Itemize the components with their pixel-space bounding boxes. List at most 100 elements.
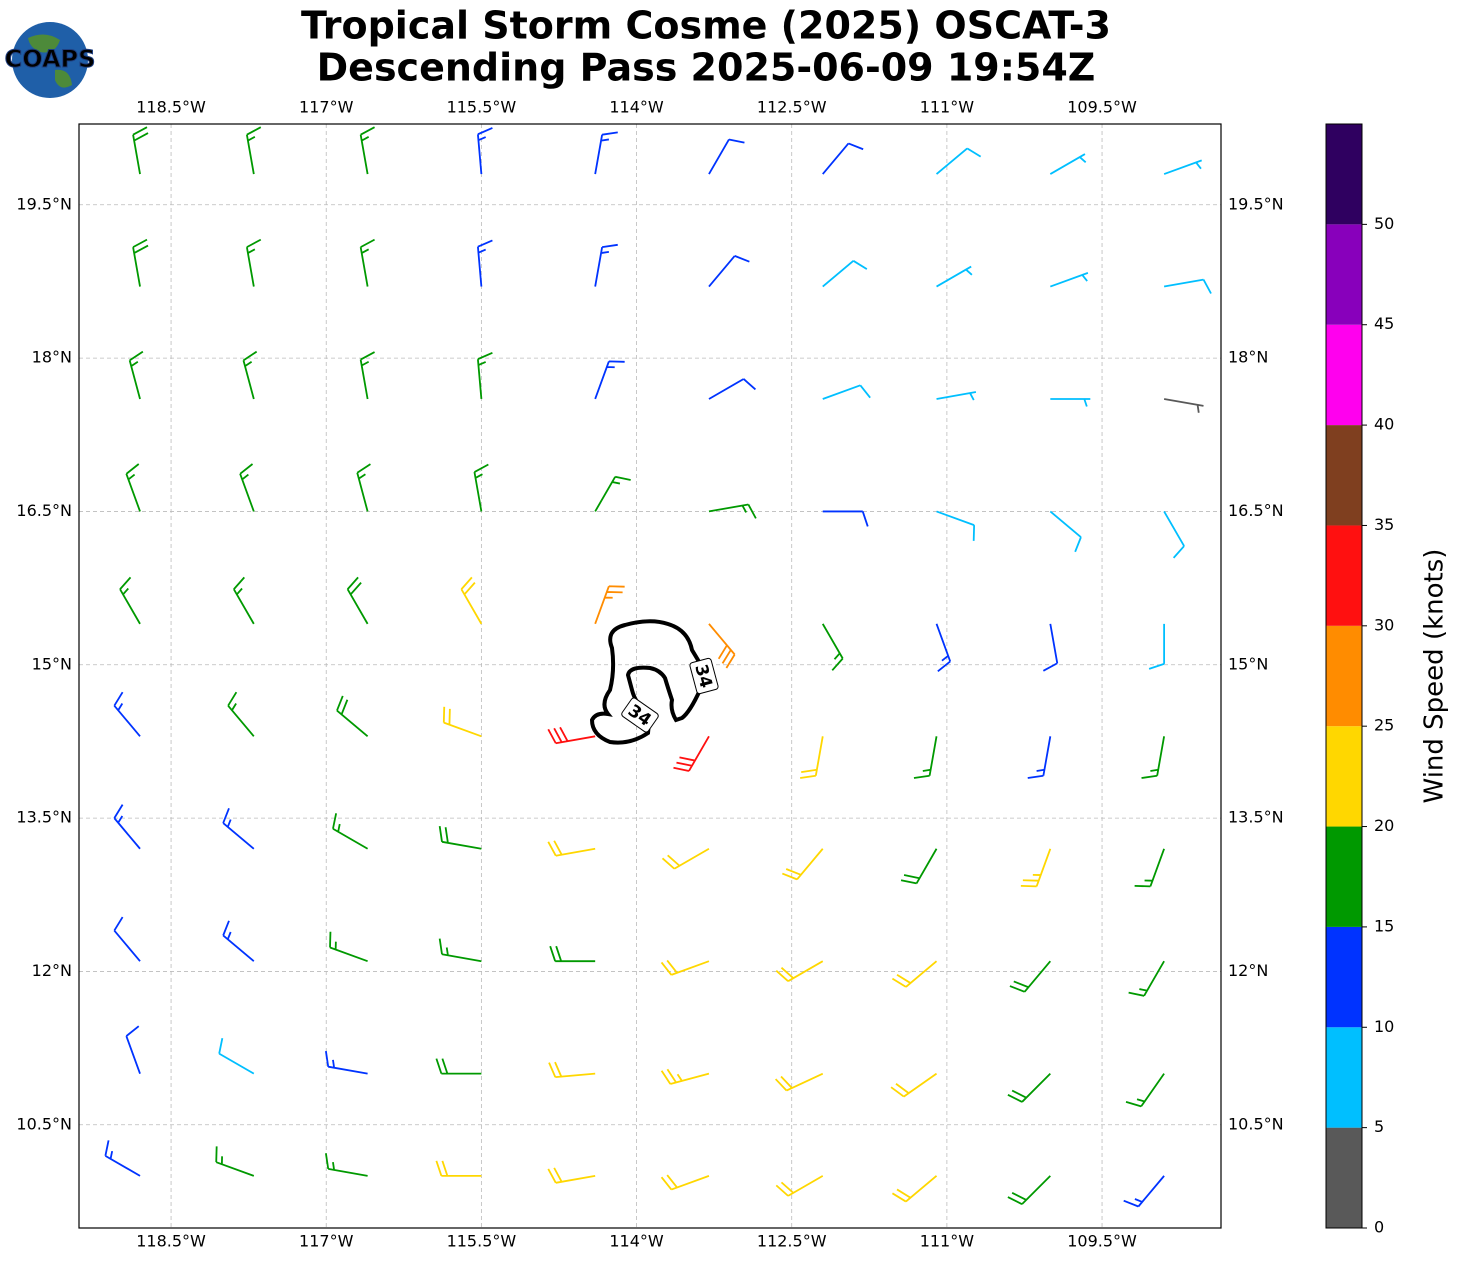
- x-tick-label: 112.5°W: [757, 1232, 827, 1251]
- wind-barb: [800, 736, 824, 779]
- wind-barb: [1163, 159, 1202, 175]
- wind-barb: [660, 1174, 710, 1191]
- wind-barb: [708, 255, 750, 288]
- wind-barb: [822, 510, 869, 527]
- y-tick-label: 15°N: [1228, 654, 1268, 673]
- colorbar-label: Wind Speed (knots): [1420, 549, 1450, 804]
- wind-barb: [594, 360, 625, 400]
- wind-barb: [708, 503, 757, 519]
- wind-barb: [821, 623, 844, 671]
- wind-barb: [660, 1068, 710, 1085]
- wind-barb: [673, 735, 710, 772]
- colorbar-tick-label: 30: [1374, 615, 1394, 634]
- colorbar-tick-label: 15: [1374, 916, 1394, 935]
- wind-barb: [822, 260, 868, 288]
- wind-barb: [822, 142, 864, 175]
- colorbar-tick-label: 10: [1374, 1017, 1394, 1036]
- wind-barb: [547, 1167, 596, 1184]
- y-tick-label: 12°N: [32, 961, 72, 980]
- x-tick-label: 112.5°W: [757, 98, 827, 117]
- colorbar-band: [1326, 124, 1362, 225]
- wind-barb: [438, 826, 482, 850]
- y-tick-label: 19.5°N: [1228, 194, 1284, 213]
- wind-barb: [900, 848, 938, 885]
- wind-barb: [708, 378, 757, 400]
- colorbar-tick-label: 40: [1374, 415, 1394, 434]
- wind-barb: [477, 127, 493, 175]
- wind-barb: [661, 847, 710, 870]
- wind-barb: [442, 706, 482, 738]
- y-tick-label: 18°N: [1228, 348, 1268, 367]
- x-tick-label: 118.5°W: [136, 1232, 206, 1251]
- wind-barb: [594, 243, 618, 287]
- wind-barb: [242, 350, 258, 400]
- x-tick-label: 117°W: [299, 1232, 354, 1251]
- wind-barb: [435, 1058, 482, 1075]
- wind-barb: [359, 351, 375, 400]
- wind-barb: [132, 126, 149, 175]
- contour-label: 34: [621, 697, 659, 733]
- colorbar-band: [1326, 425, 1362, 526]
- wind-barb: [125, 1025, 141, 1074]
- wind-barb: [549, 945, 596, 963]
- wind-barb: [913, 736, 938, 779]
- wind-barb: [113, 804, 141, 850]
- x-tick-label: 114°W: [609, 98, 664, 117]
- y-tick-label: 19.5°N: [16, 194, 72, 213]
- wind-barb: [119, 576, 141, 625]
- wind-barb: [935, 147, 982, 175]
- wind-barb: [1141, 736, 1165, 779]
- wind-barb: [1163, 278, 1212, 294]
- wind-barb: [245, 126, 262, 175]
- colorbar-tick-label: 20: [1374, 816, 1394, 835]
- colorbar-tick-label: 25: [1374, 716, 1394, 735]
- wind-barb: [222, 920, 255, 962]
- x-tick-label: 114°W: [609, 1232, 664, 1251]
- wind-barb: [1123, 1175, 1165, 1208]
- colorbar-tick-label: 5: [1374, 1117, 1384, 1136]
- colorbar-band: [1326, 625, 1362, 727]
- wind-barb: [708, 623, 736, 669]
- wind-barb: [329, 931, 368, 963]
- wind-barb: [1020, 848, 1052, 888]
- wind-barb: [1050, 398, 1091, 407]
- wind-barb: [325, 1050, 368, 1075]
- wind-barb: [233, 576, 255, 625]
- title-line: Tropical Storm Cosme (2025) OSCAT-3: [301, 4, 1111, 48]
- wind-barb: [1009, 960, 1052, 993]
- wind-barb: [1134, 848, 1165, 888]
- wind-barb: [936, 265, 973, 288]
- contour-34kt: [589, 619, 705, 745]
- wind-barb: [104, 1140, 141, 1177]
- y-tick-label: 12°N: [1228, 961, 1268, 980]
- y-tick-label: 16.5°N: [1228, 501, 1284, 520]
- wind-barb: [1163, 398, 1204, 413]
- wind-barb: [1148, 623, 1166, 670]
- wind-barb: [708, 138, 745, 175]
- wind-barb: [1007, 1073, 1051, 1103]
- x-tick-label: 115.5°W: [447, 98, 517, 117]
- colorbar-band: [1326, 1127, 1362, 1228]
- logo-land: [28, 34, 72, 88]
- wind-barb: [128, 350, 144, 400]
- wind-barb: [594, 131, 618, 175]
- wind-barb: [477, 239, 493, 287]
- x-tick-label: 117°W: [299, 98, 354, 117]
- wind-barb: [356, 463, 371, 512]
- wind-barb: [891, 1175, 938, 1203]
- wind-barb: [113, 691, 141, 737]
- wind-barb: [1027, 736, 1052, 779]
- wind-barb: [1125, 1073, 1165, 1108]
- wind-barb: [125, 463, 141, 512]
- colorbar-tick-label: 35: [1374, 515, 1394, 534]
- wind-barb: [336, 695, 369, 738]
- wind-barb: [222, 808, 255, 850]
- x-tick-label: 118.5°W: [136, 98, 206, 117]
- x-tick-label: 115.5°W: [447, 1232, 517, 1251]
- colorbar-frame: [1325, 123, 1363, 1229]
- wind-barb: [594, 475, 631, 512]
- wind-barb: [460, 576, 483, 625]
- wind-barb: [822, 384, 871, 400]
- wind-barb: [594, 585, 625, 625]
- wind-barb: [473, 463, 489, 512]
